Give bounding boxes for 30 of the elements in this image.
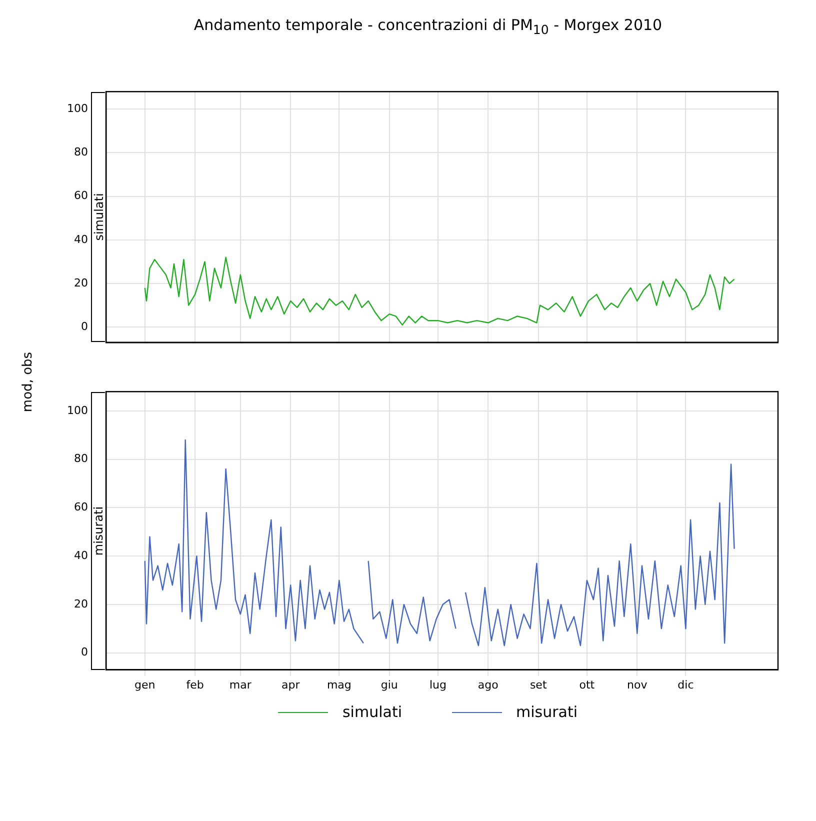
text: misurati	[92, 506, 106, 556]
x-tick-label: set	[530, 678, 548, 692]
x-tick-label: ott	[579, 678, 596, 692]
legend-label: misurati	[516, 703, 578, 721]
legend-label: simulati	[342, 703, 402, 721]
x-tick-label: dic	[678, 678, 694, 692]
y-axis-title: mod, obs	[20, 352, 36, 412]
y-tick-label: 40	[74, 232, 88, 246]
x-tick-label: nov	[627, 678, 648, 692]
y-tick-label: 0	[81, 646, 88, 659]
y-tick-label: 40	[74, 548, 88, 562]
x-tick-label: apr	[281, 678, 300, 692]
x-tick-label: ago	[478, 678, 499, 692]
y-tick-label: 100	[67, 404, 88, 417]
x-tick-label: mag	[326, 678, 352, 692]
y-tick-label: 20	[74, 597, 88, 610]
y-tick-label: 60	[74, 500, 88, 514]
chart-title: Andamento temporale - concentrazioni di PM$_{10}$ - Morgex 2010	[192, 15, 664, 39]
x-tick-label: giu	[380, 678, 398, 692]
y-tick-label: 80	[74, 146, 88, 159]
y-tick-label: 20	[74, 276, 88, 290]
x-tick-label: mar	[229, 678, 252, 692]
x-tick-label: gen	[134, 678, 156, 692]
y-tick-label: 0	[81, 320, 88, 333]
x-tick-label: feb	[186, 678, 204, 692]
y-tick-label: 80	[74, 452, 88, 466]
x-tick-label: lug	[429, 678, 446, 692]
y-tick-label: 100	[67, 102, 88, 115]
y-tick-label: 60	[74, 189, 88, 202]
text: simulati	[92, 193, 106, 241]
